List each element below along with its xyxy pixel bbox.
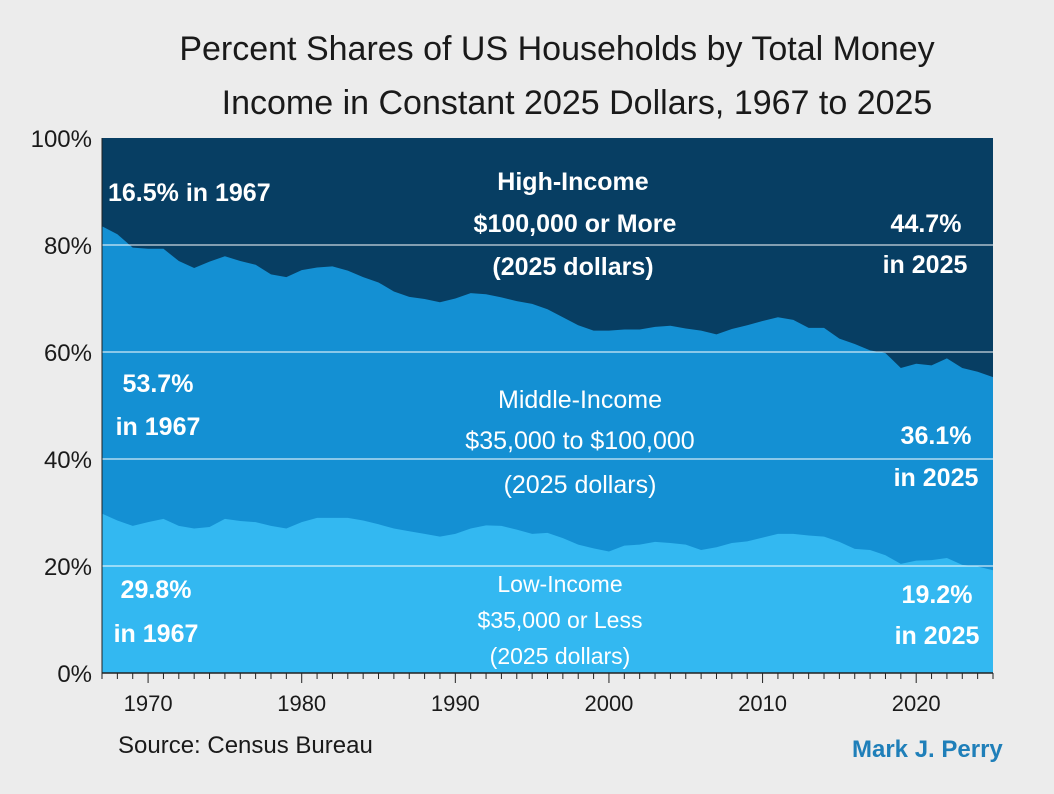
- y-tick-label: 0%: [57, 661, 92, 688]
- middle-start-year: in 1967: [116, 413, 201, 441]
- author-credit: Mark J. Perry: [852, 736, 1003, 763]
- middle-income-name: Middle-Income: [498, 386, 662, 414]
- middle-income-range: $35,000 to $100,000: [465, 427, 694, 455]
- high-start-label: 16.5% in 1967: [108, 179, 271, 207]
- chart-title-line-1: Percent Shares of US Households by Total…: [179, 30, 935, 68]
- low-start-year: in 1967: [114, 620, 199, 648]
- y-tick-label: 60%: [44, 340, 92, 367]
- middle-end-value: 36.1%: [901, 422, 972, 450]
- y-tick-label: 20%: [44, 554, 92, 581]
- source-note: Source: Census Bureau: [118, 732, 373, 759]
- low-income-area: [102, 513, 993, 673]
- high-income-name: High-Income: [497, 168, 648, 196]
- low-income-range: $35,000 or Less: [478, 607, 643, 633]
- middle-end-year: in 2025: [894, 464, 979, 492]
- y-tick-label: 80%: [44, 233, 92, 260]
- x-tick-label: 1990: [431, 691, 480, 716]
- high-income-range: $100,000 or More: [474, 210, 677, 238]
- high-end-value: 44.7%: [891, 210, 962, 238]
- x-tick-label: 1980: [277, 691, 326, 716]
- x-tick-label: 2010: [738, 691, 787, 716]
- middle-income-note: (2025 dollars): [504, 471, 657, 499]
- band-labels: 16.5% in 1967 High-Income $100,000 or More…: [108, 168, 979, 669]
- low-start-value: 29.8%: [121, 576, 192, 604]
- x-tick-label: 2000: [584, 691, 633, 716]
- low-end-year: in 2025: [895, 622, 980, 650]
- y-tick-label: 100%: [31, 126, 92, 153]
- x-tick-label: 2020: [892, 691, 941, 716]
- plot-areas: [102, 138, 993, 673]
- middle-start-value: 53.7%: [123, 370, 194, 398]
- high-income-note: (2025 dollars): [492, 253, 653, 281]
- x-tick-label: 1970: [124, 691, 173, 716]
- chart-title-line-2: Income in Constant 2025 Dollars, 1967 to…: [221, 84, 933, 122]
- y-tick-label: 40%: [44, 447, 92, 474]
- axes: 1970 1980 1990 2000 2010 2020 0% 20% 40% 60% 80% 10…: [31, 126, 994, 716]
- low-income-name: Low-Income: [497, 571, 622, 597]
- low-income-note: (2025 dollars): [490, 643, 631, 669]
- high-end-year: in 2025: [883, 251, 968, 279]
- gridlines: [102, 244, 993, 567]
- low-end-value: 19.2%: [902, 581, 973, 609]
